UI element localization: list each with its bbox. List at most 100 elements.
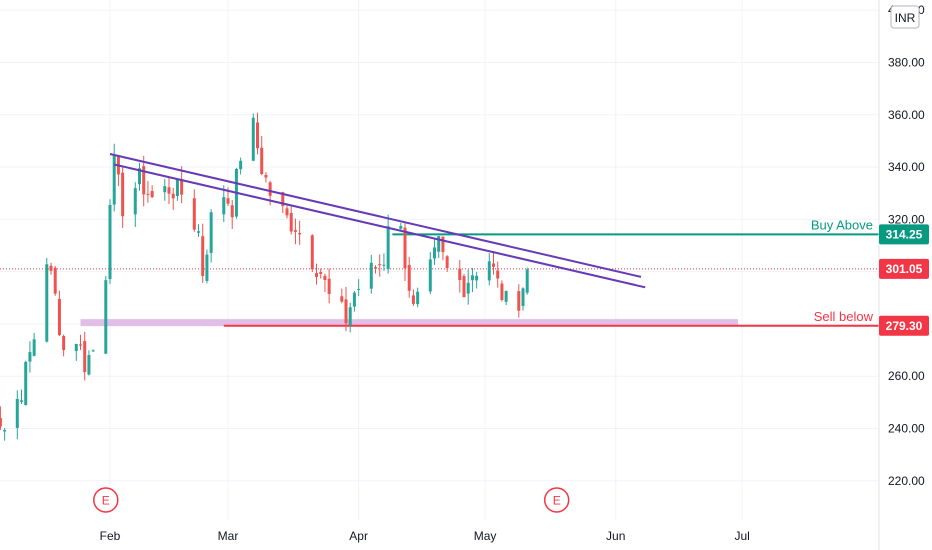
- earnings-marker-circle[interactable]: [93, 487, 119, 513]
- candle-body: [239, 160, 243, 170]
- buy-price-badge[interactable]: 314.25: [879, 224, 929, 245]
- x-tick-label: Jun: [606, 529, 625, 543]
- sell-price-badge-bg: [879, 315, 929, 336]
- candle-body: [83, 341, 87, 373]
- candle-body: [285, 208, 289, 216]
- candle-body: [407, 264, 411, 291]
- candle-body: [521, 288, 525, 307]
- candle: [192, 189, 196, 232]
- candle-body: [0, 418, 2, 427]
- candle: [260, 135, 264, 176]
- candle-body: [20, 400, 23, 402]
- candle-body: [57, 298, 61, 336]
- candle: [382, 253, 386, 271]
- candle: [163, 178, 167, 201]
- candle: [171, 187, 175, 210]
- candle-body: [15, 398, 19, 428]
- candle: [310, 234, 314, 273]
- candle: [20, 389, 23, 404]
- candle-body: [470, 275, 474, 281]
- candle-body: [197, 231, 200, 233]
- candle-body: [475, 275, 479, 281]
- candle-body: [268, 182, 272, 196]
- candle-body: [121, 172, 125, 217]
- candle-body: [49, 265, 53, 271]
- candle-body: [175, 178, 179, 197]
- candle-body: [378, 264, 382, 266]
- earnings-marker-circle[interactable]: [543, 487, 570, 513]
- y-tick-label: 240.00: [888, 422, 925, 436]
- candle: [374, 265, 377, 274]
- candle-body: [104, 280, 108, 354]
- candle: [433, 238, 436, 265]
- candle-body: [382, 264, 386, 266]
- candle: [378, 254, 382, 277]
- trendline-upper[interactable]: [109, 153, 642, 278]
- candle-body: [108, 204, 112, 280]
- candle-body: [205, 254, 209, 281]
- candle-body: [517, 291, 521, 311]
- candle-body: [3, 429, 7, 432]
- candle: [445, 255, 449, 272]
- candle-body: [163, 186, 167, 193]
- currency-badge[interactable]: INR: [890, 5, 920, 29]
- candle: [180, 166, 184, 204]
- candle: [285, 203, 289, 219]
- candle: [500, 280, 504, 302]
- candle: [62, 334, 66, 357]
- last-price-badge-bg: [879, 258, 929, 279]
- trendlines: [109, 153, 646, 289]
- last-price-badge[interactable]: 301.05: [879, 258, 929, 279]
- x-tick-label: Mar: [218, 529, 239, 543]
- candle: [205, 249, 209, 284]
- sell-price-badge[interactable]: 279.30: [879, 315, 929, 336]
- candle-body: [251, 117, 255, 161]
- earnings-marker[interactable]: E: [93, 487, 119, 513]
- candle: [281, 191, 285, 214]
- candle: [352, 291, 356, 312]
- candle-body: [466, 282, 470, 294]
- candle: [323, 273, 327, 293]
- candle-body: [340, 296, 344, 302]
- earnings-marker[interactable]: E: [543, 487, 570, 513]
- candle: [87, 350, 91, 376]
- y-tick-label: 260.00: [888, 369, 925, 383]
- x-tick-label: Jul: [734, 529, 749, 543]
- candle-body: [150, 191, 154, 198]
- candlesticks: [0, 112, 529, 441]
- candle-body: [222, 197, 226, 215]
- candle-body: [24, 361, 28, 406]
- candle-body: [62, 336, 66, 351]
- candle: [24, 360, 28, 406]
- candle: [74, 343, 78, 361]
- candle: [150, 185, 154, 199]
- candle: [428, 251, 432, 295]
- candle: [496, 261, 500, 288]
- candle-body: [209, 212, 213, 253]
- candle: [315, 263, 318, 285]
- candle: [298, 220, 302, 245]
- candle: [0, 406, 2, 430]
- candle-body: [319, 272, 323, 274]
- candle-body: [167, 187, 171, 194]
- candle-body: [230, 205, 234, 218]
- candle: [348, 302, 352, 333]
- candle-body: [525, 269, 529, 293]
- candle-body: [226, 198, 230, 204]
- candle: [49, 262, 53, 275]
- candle-body: [28, 352, 32, 362]
- candle-body: [327, 278, 331, 294]
- last-price-badge-text: 301.05: [886, 262, 923, 276]
- candle: [83, 331, 87, 381]
- candle: [264, 172, 268, 183]
- candle: [45, 257, 49, 343]
- trendline-lower[interactable]: [113, 163, 646, 289]
- candle-body: [411, 295, 415, 304]
- x-tick-label: May: [474, 529, 497, 543]
- sell-below-label: Sell below: [814, 309, 874, 324]
- candle: [209, 209, 213, 263]
- sell-price-badge-text: 279.30: [886, 319, 923, 333]
